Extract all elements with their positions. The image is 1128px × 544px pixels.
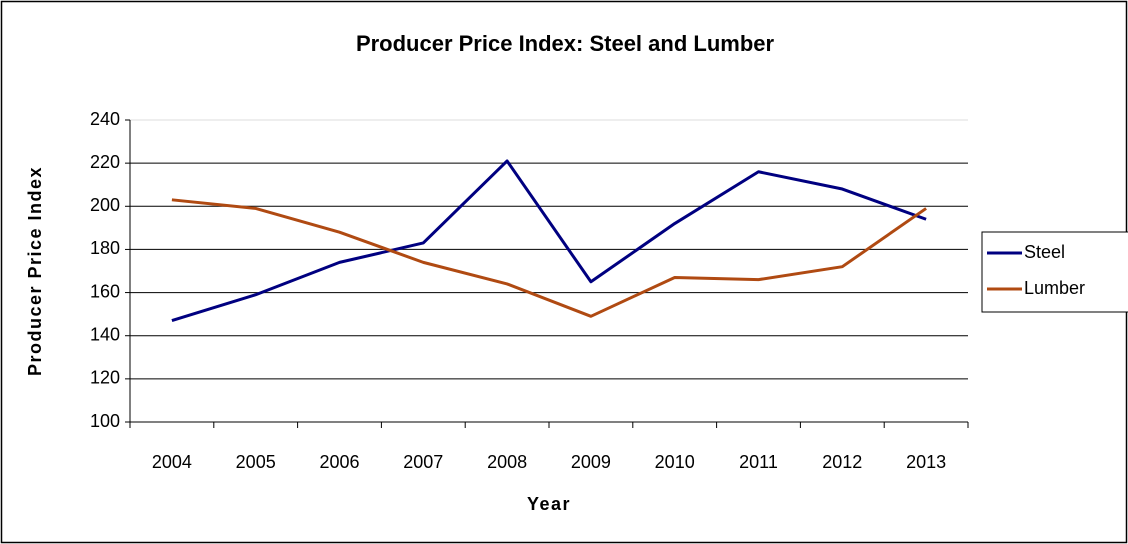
y-axis-title: Producer Price Index (25, 166, 45, 376)
x-tick-label: 2005 (236, 452, 276, 472)
chart-title: Producer Price Index: Steel and Lumber (356, 31, 775, 56)
y-tick-label: 120 (90, 368, 120, 388)
y-tick-label: 220 (90, 152, 120, 172)
x-tick-label: 2004 (152, 452, 192, 472)
x-axis-title: Year (527, 494, 571, 514)
series-line (171, 159, 927, 323)
legend-label: Steel (1024, 242, 1065, 262)
series-line (171, 198, 927, 318)
y-tick-label: 140 (90, 324, 120, 344)
y-tick-label: 200 (90, 195, 120, 215)
x-tick-label: 2012 (822, 452, 862, 472)
y-tick-label: 100 (90, 411, 120, 431)
x-tick-label: 2008 (487, 452, 527, 472)
y-tick-label: 240 (90, 109, 120, 129)
x-tick-label: 2010 (655, 452, 695, 472)
y-tick-label: 180 (90, 238, 120, 258)
x-tick-label: 2009 (571, 452, 611, 472)
legend-label: Lumber (1024, 278, 1085, 298)
y-tick-label: 160 (90, 281, 120, 301)
x-tick-label: 2011 (739, 452, 778, 472)
x-tick-label: 2013 (906, 452, 946, 472)
legend-box (981, 231, 1128, 313)
x-tick-label: 2007 (403, 452, 443, 472)
x-tick-label: 2006 (319, 452, 359, 472)
